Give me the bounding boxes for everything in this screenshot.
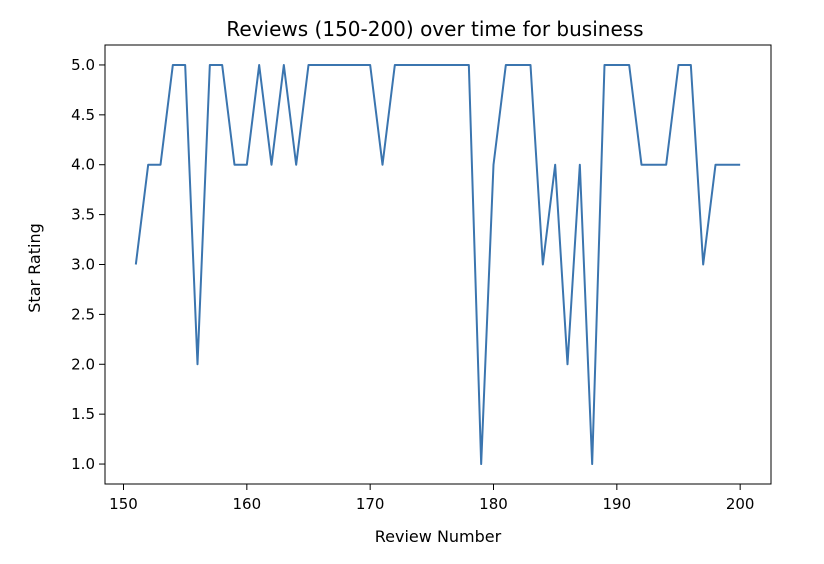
plot-area [134, 63, 741, 466]
axes-frame [104, 44, 772, 485]
y-tick-label: 5.0 [71, 56, 95, 74]
x-tick-label: 200 [726, 495, 755, 513]
y-tick-label: 1.0 [71, 455, 95, 473]
y-axis-label: Star Rating [25, 223, 44, 312]
x-tick-label: 150 [109, 495, 138, 513]
y-tick-label: 4.0 [71, 156, 95, 174]
y-tick-label: 2.0 [71, 355, 95, 373]
y-tick-label: 4.5 [71, 106, 95, 124]
series-line-0 [134, 63, 741, 466]
chart-title: Reviews (150-200) over time for business [226, 17, 643, 41]
x-tick-label: 190 [603, 495, 632, 513]
y-tick-label: 1.5 [71, 405, 95, 423]
x-axis-label: Review Number [375, 527, 502, 546]
x-tick-label: 180 [479, 495, 508, 513]
x-axis: 150 160 170 180 190 200 [109, 484, 754, 513]
y-tick-label: 3.5 [71, 206, 95, 224]
y-tick-label: 2.5 [71, 305, 95, 323]
y-axis: 1.0 1.5 2.0 2.5 3.0 3.5 4.0 4.5 5.0 [71, 56, 105, 473]
x-tick-label: 160 [233, 495, 262, 513]
y-tick-label: 3.0 [71, 256, 95, 274]
x-tick-label: 170 [356, 495, 385, 513]
